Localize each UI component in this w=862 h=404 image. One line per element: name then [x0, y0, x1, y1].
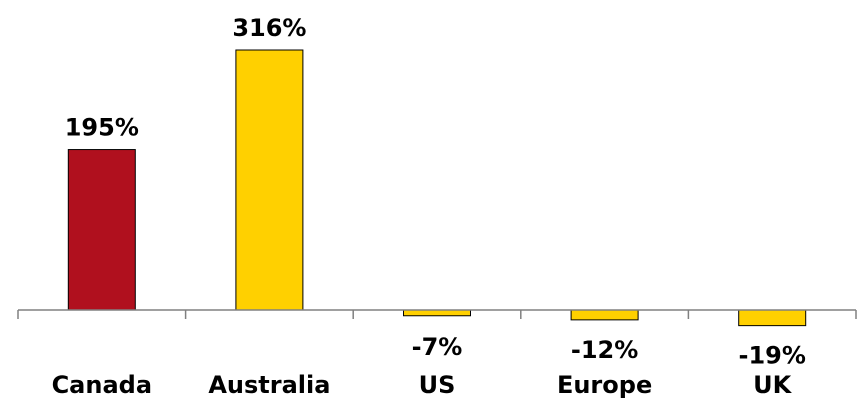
bar-canada: [67, 149, 136, 311]
category-label: US: [419, 371, 456, 399]
bars-layer: [67, 49, 807, 327]
bar-australia: [235, 49, 304, 311]
category-label: Europe: [557, 371, 652, 399]
category-label: UK: [753, 371, 792, 399]
value-label: -7%: [412, 333, 463, 361]
bar-uk: [738, 309, 807, 327]
x-axis: [17, 309, 857, 319]
value-label: 316%: [232, 14, 306, 42]
value-label: 195%: [65, 114, 139, 142]
category-label: Australia: [208, 371, 330, 399]
bar-us: [403, 309, 471, 317]
category-label: Canada: [52, 371, 152, 399]
labels-layer: 195% Canada 316% Australia -7% US -12% Europe -1…: [52, 14, 806, 399]
value-label: -12%: [571, 336, 638, 364]
value-label: -19%: [738, 342, 805, 370]
bar-europe: [570, 309, 639, 321]
